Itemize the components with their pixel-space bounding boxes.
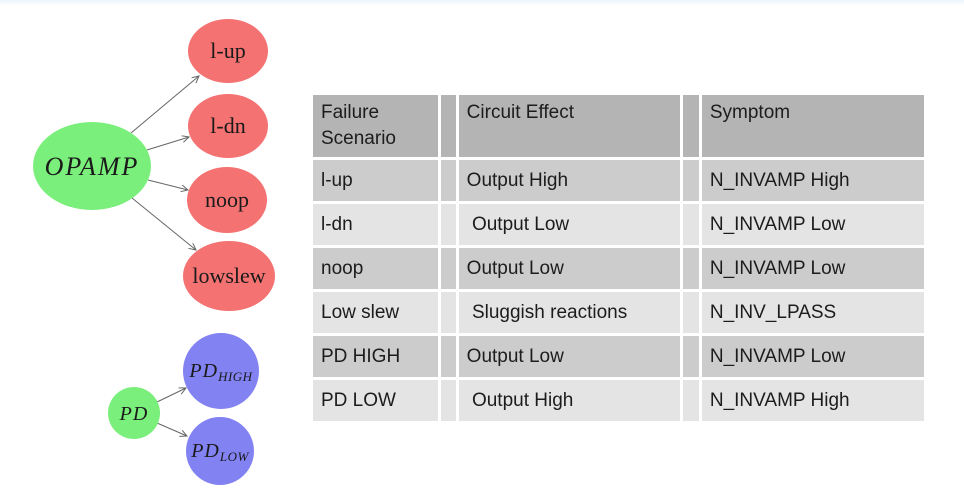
opamp-ellipse bbox=[33, 122, 151, 210]
edge-pd-low bbox=[156, 422, 187, 436]
cell-spacer bbox=[440, 336, 456, 377]
pd-low-circle bbox=[186, 417, 254, 485]
failure-table: Failure Scenario Circuit Effect Symptom … bbox=[310, 92, 927, 424]
noop-ellipse bbox=[187, 167, 267, 233]
failure-node-noop: noop bbox=[187, 167, 267, 233]
edge-pd-high bbox=[156, 388, 186, 403]
table-row: PD HIGH Output Low N_INVAMP Low bbox=[313, 336, 924, 377]
edge-opamp-noop bbox=[147, 179, 188, 190]
l-dn-label: l-dn bbox=[210, 113, 245, 138]
lowslew-label: lowslew bbox=[192, 263, 265, 288]
cell-symptom: N_INV_LPASS bbox=[701, 292, 924, 333]
top-strip bbox=[0, 0, 964, 6]
cell-spacer bbox=[682, 160, 699, 201]
cell-scenario: noop bbox=[313, 248, 438, 289]
pd-edges bbox=[156, 388, 187, 436]
failure-node-lowslew: lowslew bbox=[183, 241, 275, 311]
cell-spacer bbox=[440, 380, 456, 421]
pd-low-label: PDLOW bbox=[190, 440, 249, 464]
failure-node-l-dn: l-dn bbox=[188, 94, 268, 158]
cell-effect: Output High bbox=[458, 160, 680, 201]
cell-symptom: N_INVAMP High bbox=[701, 160, 924, 201]
cell-spacer bbox=[440, 248, 456, 289]
l-up-label: l-up bbox=[210, 38, 245, 63]
table-row: l-dn Output Low N_INVAMP Low bbox=[313, 204, 924, 245]
cell-spacer bbox=[440, 204, 456, 245]
pd-high-node: PDHIGH bbox=[183, 333, 259, 409]
table-row: noop Output Low N_INVAMP Low bbox=[313, 248, 924, 289]
cell-symptom: N_INVAMP High bbox=[701, 380, 924, 421]
opamp-edges bbox=[130, 76, 199, 250]
lowslew-ellipse bbox=[183, 241, 275, 311]
l-up-ellipse bbox=[188, 19, 268, 83]
pd-node: PD bbox=[108, 387, 160, 439]
noop-label: noop bbox=[205, 187, 249, 212]
cell-spacer bbox=[682, 380, 699, 421]
header-circuit-effect: Circuit Effect bbox=[458, 95, 680, 157]
cell-effect: Output High bbox=[458, 380, 680, 421]
cell-spacer bbox=[440, 160, 456, 201]
l-dn-ellipse bbox=[188, 94, 268, 158]
cell-symptom: N_INVAMP Low bbox=[701, 248, 924, 289]
table-row: Low slew Sluggish reactions N_INV_LPASS bbox=[313, 292, 924, 333]
pd-high-circle bbox=[183, 333, 259, 409]
table-row: PD LOW Output High N_INVAMP High bbox=[313, 380, 924, 421]
cell-effect: Output Low bbox=[458, 204, 680, 245]
cell-scenario: Low slew bbox=[313, 292, 438, 333]
header-spacer bbox=[440, 95, 456, 157]
cell-spacer bbox=[682, 292, 699, 333]
cell-spacer bbox=[682, 336, 699, 377]
cell-spacer bbox=[440, 292, 456, 333]
cell-symptom: N_INVAMP Low bbox=[701, 204, 924, 245]
cell-effect: Sluggish reactions bbox=[458, 292, 680, 333]
edge-opamp-lowslew bbox=[131, 197, 196, 250]
header-spacer bbox=[682, 95, 699, 157]
cell-effect: Output Low bbox=[458, 248, 680, 289]
failure-node-l-up: l-up bbox=[188, 19, 268, 83]
fault-tree-diagram: OPAMP l-up l-dn noop lowslew PD PDHIGH P… bbox=[33, 19, 275, 485]
pd-circle bbox=[108, 387, 160, 439]
table-row: l-up Output High N_INVAMP High bbox=[313, 160, 924, 201]
cell-effect: Output Low bbox=[458, 336, 680, 377]
table-header-row: Failure Scenario Circuit Effect Symptom bbox=[313, 95, 924, 157]
cell-scenario: l-dn bbox=[313, 204, 438, 245]
pd-label: PD bbox=[119, 403, 149, 425]
opamp-label: OPAMP bbox=[45, 152, 140, 181]
cell-spacer bbox=[682, 248, 699, 289]
header-failure-scenario: Failure Scenario bbox=[313, 95, 438, 157]
cell-scenario: PD HIGH bbox=[313, 336, 438, 377]
edge-opamp-lup bbox=[130, 76, 199, 134]
cell-symptom: N_INVAMP Low bbox=[701, 336, 924, 377]
cell-scenario: l-up bbox=[313, 160, 438, 201]
cell-scenario: PD LOW bbox=[313, 380, 438, 421]
pd-low-node: PDLOW bbox=[186, 417, 254, 485]
edge-opamp-ldn bbox=[146, 137, 189, 151]
cell-spacer bbox=[682, 204, 699, 245]
pd-high-label: PDHIGH bbox=[188, 360, 252, 384]
opamp-node: OPAMP bbox=[33, 122, 151, 210]
header-symptom: Symptom bbox=[701, 95, 924, 157]
